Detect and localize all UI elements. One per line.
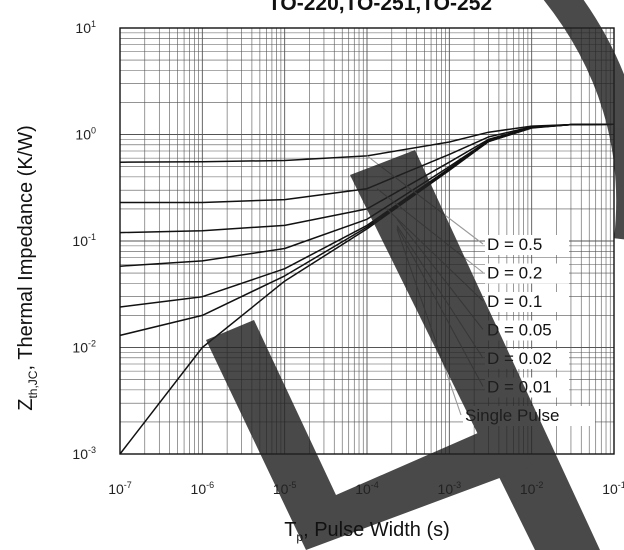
x-tick-label: 10-7 xyxy=(108,480,132,497)
y-axis-ticks: 101 100 10-1 10-2 10-3 xyxy=(72,19,96,462)
y-tick-label: 101 xyxy=(75,19,96,36)
x-axis-title: Tp, Pulse Width (s) xyxy=(284,519,450,544)
y-axis-title: Zth,JC, Thermal Impedance (K/W) xyxy=(15,125,40,411)
x-tick-label: 10-6 xyxy=(191,480,215,497)
series-lines xyxy=(119,123,615,455)
watermark xyxy=(206,0,624,550)
y-tick-label: 10-3 xyxy=(72,445,96,462)
series-line-6 xyxy=(119,123,615,455)
watermark-arc xyxy=(543,0,624,240)
legend-label-background xyxy=(485,263,569,284)
x-tick-label: 10-1 xyxy=(602,480,624,497)
legend-label-background xyxy=(485,235,569,255)
chart-title: TO-220,TO-251,TO-252 xyxy=(268,0,492,15)
legend-label: D = 0.1 xyxy=(487,292,542,311)
y-tick-label: 100 xyxy=(75,126,96,143)
legend-label: D = 0.2 xyxy=(487,264,542,283)
legend-label: D = 0.05 xyxy=(487,321,552,340)
y-tick-label: 10-2 xyxy=(72,339,96,356)
watermark-letter-l xyxy=(206,320,532,550)
watermark-slash xyxy=(350,150,600,550)
legend-label: D = 0.5 xyxy=(487,235,542,254)
y-tick-label: 10-1 xyxy=(72,232,96,249)
plot-frame xyxy=(119,27,615,455)
legend-label-background xyxy=(485,292,569,312)
legend-label-background xyxy=(485,320,569,341)
